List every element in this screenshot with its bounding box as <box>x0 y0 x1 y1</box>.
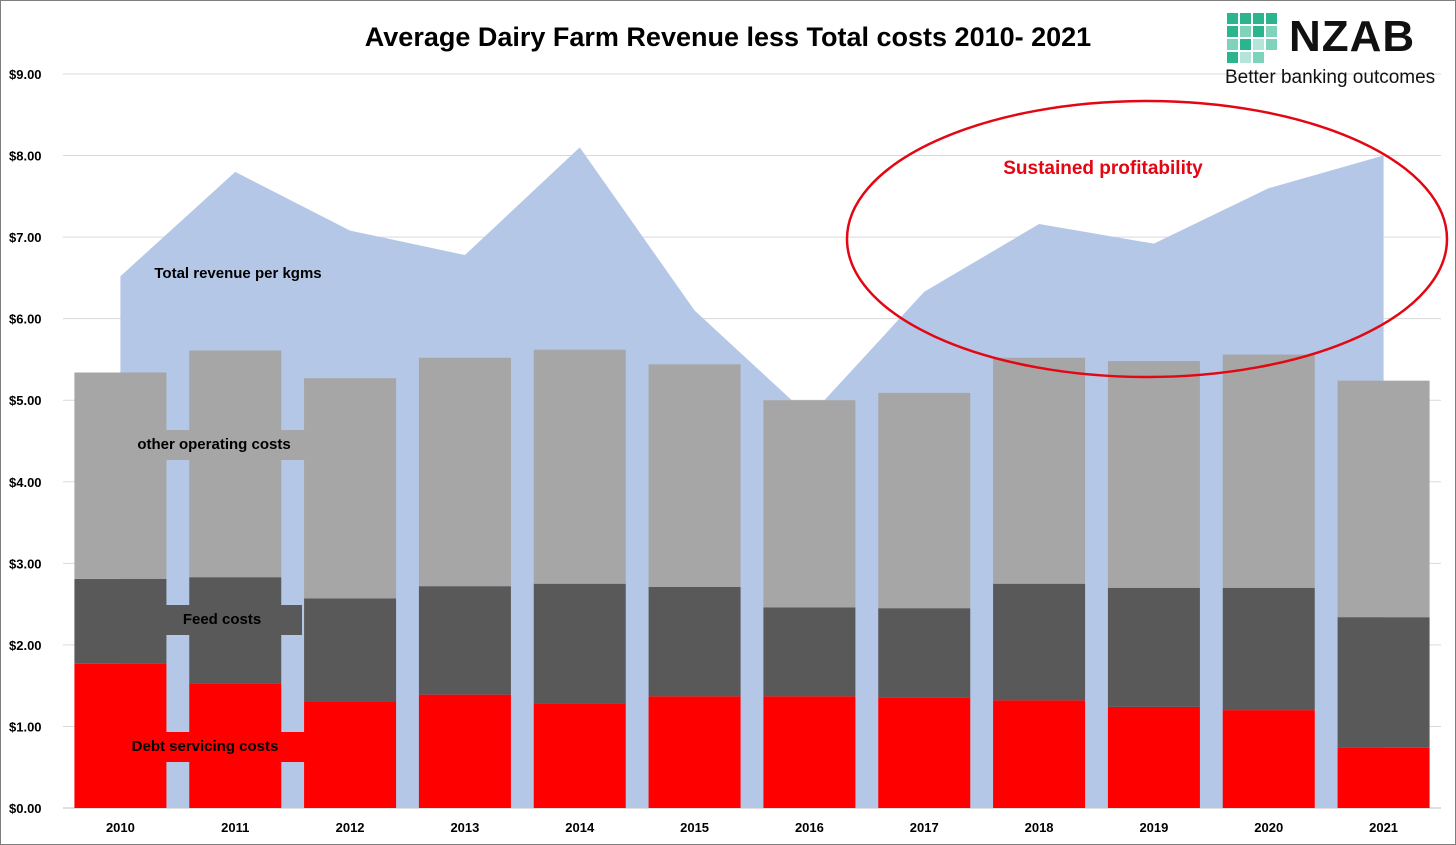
x-tick-label: 2015 <box>680 820 709 835</box>
feed-costs-series-label-background <box>142 605 302 635</box>
other-operating-bar <box>763 400 856 608</box>
feed-costs-series-label: Feed costs <box>183 611 261 628</box>
logo-square <box>1253 26 1264 37</box>
y-tick-label: $7.00 <box>9 230 42 245</box>
debt-servicing-bar <box>304 701 397 808</box>
x-tick-label: 2010 <box>106 820 135 835</box>
logo-square <box>1266 13 1277 24</box>
x-tick-label: 2021 <box>1369 820 1398 835</box>
other-operating-bar <box>1337 380 1430 618</box>
other-operating-bar <box>418 357 511 587</box>
x-tick-label: 2018 <box>1025 820 1054 835</box>
debt-servicing-series-label-background <box>105 732 305 762</box>
y-tick-label: $2.00 <box>9 638 42 653</box>
logo-square <box>1240 52 1251 63</box>
feed-costs-bar <box>418 586 511 695</box>
y-tick-label: $0.00 <box>9 801 42 816</box>
logo-square <box>1266 26 1277 37</box>
y-tick-label: $3.00 <box>9 556 42 571</box>
y-tick-label: $6.00 <box>9 312 42 327</box>
x-tick-label: 2013 <box>450 820 479 835</box>
other-operating-bar <box>648 364 741 587</box>
debt-servicing-bar <box>993 700 1086 808</box>
logo-square <box>1240 26 1251 37</box>
feed-costs-bar <box>1222 587 1315 711</box>
logo-square <box>1253 39 1264 50</box>
x-tick-label: 2011 <box>221 820 249 835</box>
debt-servicing-bar <box>533 703 626 808</box>
annotation-text: Sustained profitability <box>1003 158 1203 179</box>
x-tick-label: 2020 <box>1254 820 1283 835</box>
other-operating-bar <box>74 372 167 579</box>
other-operating-bar <box>304 378 397 599</box>
logo-square <box>1240 13 1251 24</box>
feed-costs-bar <box>878 608 971 698</box>
revenue-series-label: Total revenue per kgms <box>154 265 321 282</box>
feed-costs-bar <box>1107 587 1200 707</box>
y-tick-label: $4.00 <box>9 475 42 490</box>
y-tick-label: $9.00 <box>9 67 42 82</box>
nzab-logo: NZAB Better banking outcomes <box>1223 9 1447 93</box>
other-operating-bar <box>878 392 971 609</box>
other-operating-bar <box>993 357 1086 584</box>
logo-square <box>1240 39 1251 50</box>
x-tick-label: 2019 <box>1139 820 1168 835</box>
logo-square <box>1227 26 1238 37</box>
other-operating-series-label: other operating costs <box>137 436 290 453</box>
x-tick-label: 2017 <box>910 820 939 835</box>
chart-title: Average Dairy Farm Revenue less Total co… <box>365 22 1091 52</box>
other-operating-bar <box>1222 354 1315 588</box>
debt-servicing-bar <box>648 696 741 808</box>
debt-servicing-series-label: Debt servicing costs <box>132 738 279 755</box>
logo-tagline: Better banking outcomes <box>1225 67 1436 88</box>
other-operating-bar <box>189 350 282 578</box>
debt-servicing-bar <box>1107 706 1200 808</box>
x-tick-label: 2014 <box>565 820 595 835</box>
feed-costs-bar <box>993 583 1086 701</box>
annotation-ellipse <box>845 99 1449 379</box>
feed-costs-bar <box>533 583 626 704</box>
logo-square <box>1227 52 1238 63</box>
logo-square <box>1227 13 1238 24</box>
y-tick-label: $5.00 <box>9 393 42 408</box>
feed-costs-bar <box>1337 617 1430 748</box>
logo-square <box>1253 52 1264 63</box>
other-operating-bar <box>533 349 626 584</box>
feed-costs-bar <box>648 586 741 697</box>
x-tick-label: 2016 <box>795 820 824 835</box>
other-operating-series-label-background <box>79 430 349 460</box>
feed-costs-bar <box>763 607 856 697</box>
debt-servicing-bar <box>1337 747 1430 808</box>
logo-square <box>1266 39 1277 50</box>
other-operating-bar <box>1107 361 1200 588</box>
logo-name: NZAB <box>1289 12 1416 61</box>
debt-servicing-bar <box>1222 710 1315 808</box>
y-tick-label: $8.00 <box>9 149 42 164</box>
logo-square <box>1227 39 1238 50</box>
debt-servicing-bar <box>878 697 971 808</box>
x-tick-label: 2012 <box>336 820 365 835</box>
logo-square <box>1253 13 1264 24</box>
feed-costs-bar <box>304 598 397 702</box>
y-tick-label: $1.00 <box>9 719 42 734</box>
debt-servicing-bar <box>418 694 511 808</box>
debt-servicing-bar <box>763 696 856 808</box>
